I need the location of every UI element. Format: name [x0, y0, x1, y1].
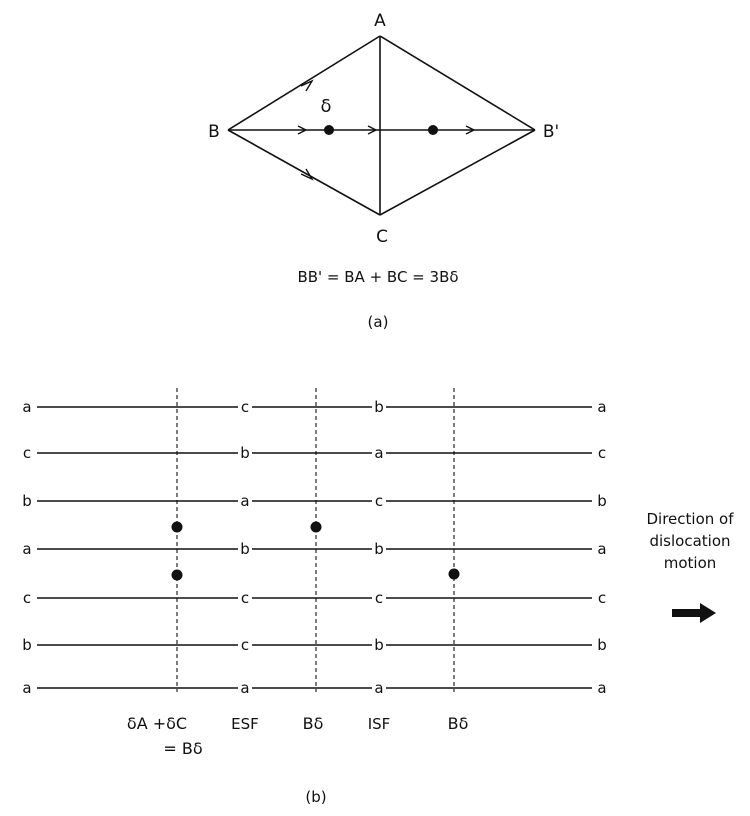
- delta-label: δ: [320, 96, 331, 117]
- partial-dot-4: [448, 568, 460, 580]
- caption-a: (a): [368, 313, 389, 331]
- plane-site-label: a: [240, 492, 249, 510]
- row-label-left: a: [22, 398, 31, 416]
- plane-site-label: c: [241, 589, 249, 607]
- delta-point: [324, 125, 334, 135]
- left-row-labels: a c b a c b a: [22, 398, 32, 697]
- vertex-label-a: A: [374, 11, 386, 31]
- row-label-right: b: [597, 636, 607, 654]
- direction-annotation: Direction of dislocation motion: [647, 510, 735, 623]
- plane-site-label: c: [375, 492, 383, 510]
- edge-b-a: [227, 35, 381, 131]
- direction-line-3: motion: [664, 554, 717, 572]
- caption-b: (b): [305, 788, 326, 806]
- stacking-planes: [37, 406, 592, 689]
- plane-site-label: c: [241, 398, 249, 416]
- vertex-label-b: B: [208, 122, 220, 142]
- partial-label-2: Bδ: [303, 714, 324, 733]
- arrow-b-a: [300, 79, 314, 92]
- partial-dot-1: [171, 521, 183, 533]
- row-label-right: a: [597, 679, 606, 697]
- direction-line-2: dislocation: [649, 532, 730, 550]
- partial-dot-3: [310, 521, 322, 533]
- plane-site-label: a: [374, 444, 383, 462]
- plane-site-label: b: [374, 398, 384, 416]
- row-label-left: c: [23, 589, 31, 607]
- right-row-labels: a c b a c b a: [597, 398, 607, 697]
- row-label-right: b: [597, 492, 607, 510]
- panel-a-vector-diagram: A B B' C δ BB' = BA + BC = 3Bδ (a): [208, 11, 559, 331]
- direction-line-1: Direction of: [647, 510, 735, 528]
- arrow-mid-1: [367, 125, 378, 135]
- second-point: [428, 125, 438, 135]
- partial-dot-2: [171, 569, 183, 581]
- partial-label-3: Bδ: [448, 714, 469, 733]
- row-label-left: b: [22, 492, 32, 510]
- plane-site-label: b: [374, 636, 384, 654]
- partial-label-1: δA +δC: [127, 714, 187, 733]
- plane-site-label: b: [240, 444, 250, 462]
- right-arrow-icon: [672, 603, 716, 623]
- edge-c-b: [227, 129, 381, 216]
- row-label-right: c: [598, 589, 606, 607]
- plane-site-label: c: [375, 589, 383, 607]
- arrow-b-delta: [297, 125, 308, 135]
- arrow-b-c: [300, 168, 314, 181]
- plane-site-label: a: [240, 679, 249, 697]
- partial-label-1-sum: = Bδ: [163, 739, 202, 758]
- plane-site-label: b: [374, 540, 384, 558]
- edge-bprime-c: [379, 129, 536, 216]
- row-label-left: c: [23, 444, 31, 462]
- row-label-right: c: [598, 444, 606, 462]
- plane-site-label: c: [241, 636, 249, 654]
- isf-label: ISF: [368, 715, 391, 733]
- esf-label: ESF: [231, 715, 259, 733]
- esf-column-labels: c b a b c c a: [238, 398, 252, 697]
- vertex-label-c: C: [376, 227, 388, 247]
- vertex-label-bprime: B': [543, 122, 559, 142]
- row-label-left: b: [22, 636, 32, 654]
- panel-b-stacking-diagram: a c b a c b a a c b a c b a c b a b: [22, 388, 734, 806]
- isf-column-labels: b a c b c b a: [372, 398, 386, 697]
- plane-site-label: a: [374, 679, 383, 697]
- row-label-left: a: [22, 540, 31, 558]
- arrow-mid-2: [465, 125, 476, 135]
- equation-text: BB' = BA + BC = 3Bδ: [297, 268, 458, 286]
- row-label-right: a: [597, 540, 606, 558]
- row-label-left: a: [22, 679, 31, 697]
- row-label-right: a: [597, 398, 606, 416]
- plane-site-label: b: [240, 540, 250, 558]
- edge-a-bprime: [379, 35, 536, 131]
